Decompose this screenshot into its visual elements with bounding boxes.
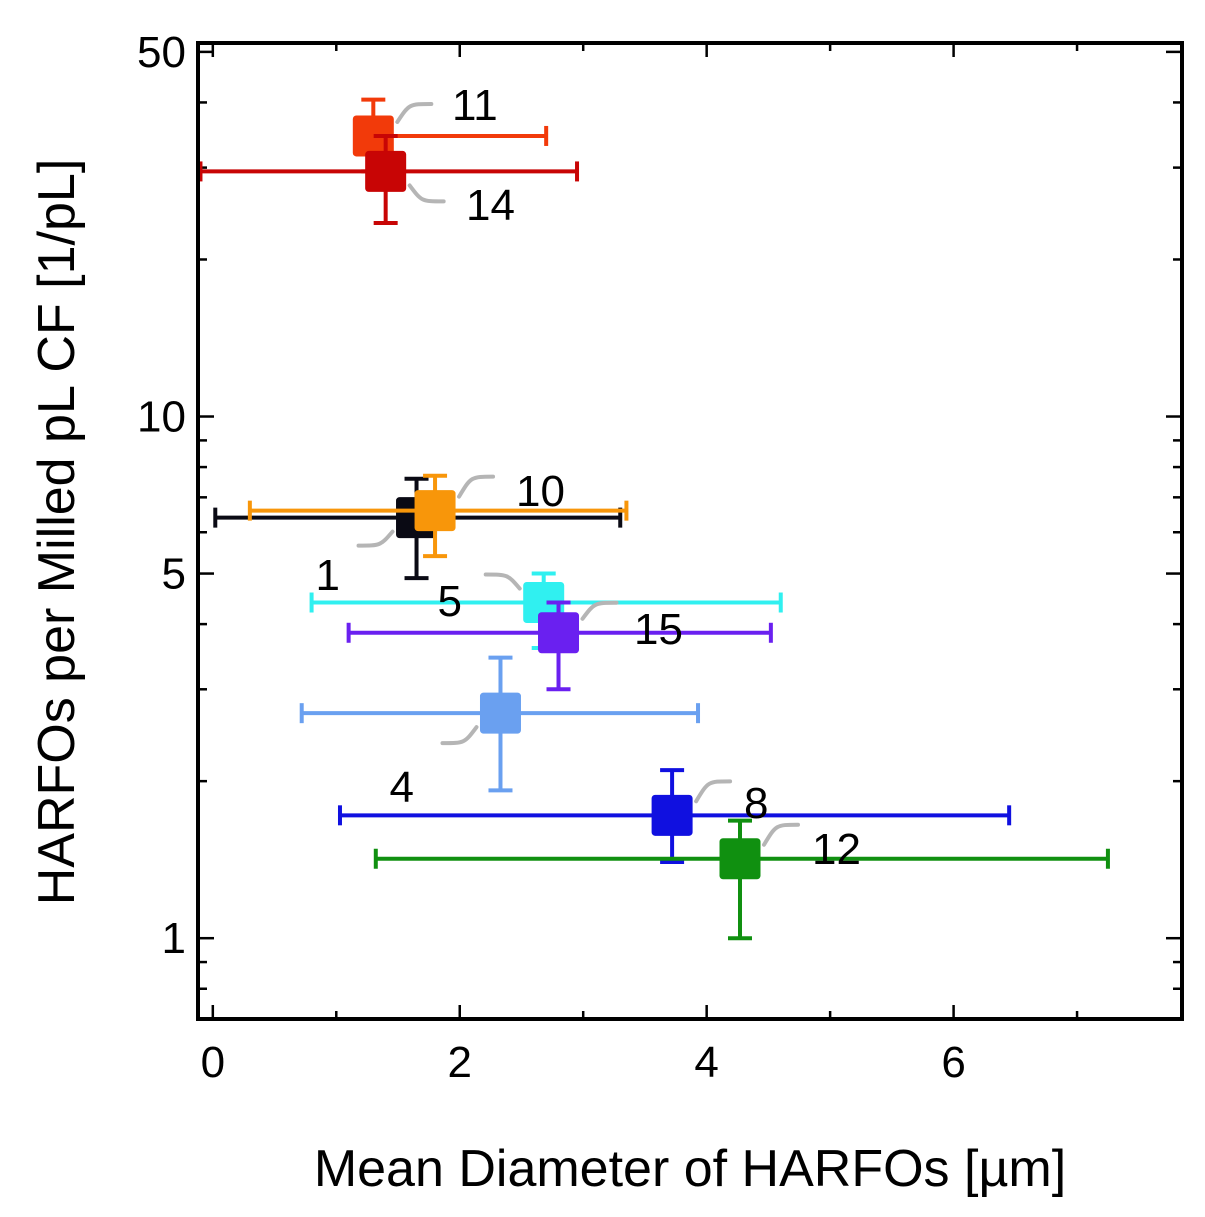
data-point-group: 10: [247, 467, 629, 559]
label-leader-line: [457, 474, 496, 499]
label-leader-line: [356, 529, 395, 548]
data-point-group: 15: [346, 600, 773, 692]
label-leader-line: [580, 600, 619, 621]
plot-data: 11 14 1 10 5 15 4 812: [198, 81, 1110, 941]
data-marker: [651, 794, 693, 836]
axis-ticks: [198, 43, 1182, 1019]
y-tick-label: 5: [162, 550, 186, 599]
y-tick-label: 50: [137, 28, 186, 77]
data-point-group: 8: [337, 768, 1012, 864]
data-point-label: 11: [452, 81, 498, 130]
data-marker: [365, 150, 407, 192]
label-leader-line: [694, 779, 733, 804]
data-marker: [719, 838, 761, 880]
label-leader-line: [407, 183, 446, 204]
x-tick-label: 2: [447, 1038, 471, 1087]
y-axis-label: HARFOs per Milled pL CF [1/pL]: [28, 159, 86, 906]
data-point-label: 14: [466, 181, 515, 230]
y-tick-label: 10: [137, 393, 186, 442]
data-point-group: 4: [299, 655, 701, 812]
data-point-group: 11: [352, 81, 549, 174]
plot-frame: [196, 41, 1184, 1021]
label-leader-line: [395, 101, 434, 124]
y-tick-label: 1: [162, 914, 186, 963]
data-point-label: 4: [390, 763, 414, 812]
data-point-label: 1: [316, 551, 340, 600]
x-axis-label: Mean Diameter of HARFOs [µm]: [314, 1140, 1066, 1198]
label-leader-line: [483, 572, 522, 591]
data-point-group: 12: [373, 818, 1110, 941]
data-point-label: 12: [812, 825, 861, 874]
label-leader-line: [762, 822, 801, 847]
data-marker: [414, 490, 456, 532]
data-point-label: 10: [516, 467, 565, 516]
data-point-label: 5: [438, 577, 462, 626]
data-marker: [538, 612, 580, 654]
x-tick-label: 0: [201, 1038, 225, 1087]
label-leader-line: [440, 725, 479, 746]
data-point-group: 14: [198, 133, 580, 230]
x-tick-label: 4: [694, 1038, 718, 1087]
data-marker: [479, 692, 521, 734]
x-tick-label: 6: [941, 1038, 965, 1087]
data-point-label: 15: [634, 605, 683, 654]
